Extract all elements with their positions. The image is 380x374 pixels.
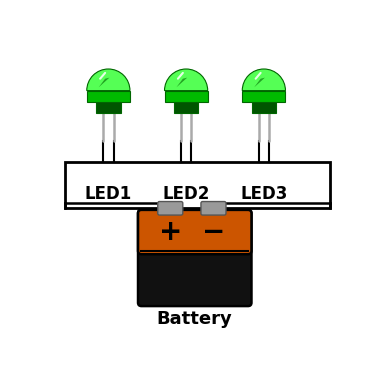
Wedge shape <box>242 69 285 91</box>
Polygon shape <box>99 78 109 88</box>
Text: LED1: LED1 <box>85 185 132 203</box>
Bar <box>65 162 330 208</box>
Text: −: − <box>202 218 225 246</box>
Polygon shape <box>254 78 265 88</box>
Text: LED3: LED3 <box>240 185 288 203</box>
Bar <box>96 102 120 113</box>
FancyBboxPatch shape <box>138 210 252 306</box>
Bar <box>87 91 130 102</box>
Wedge shape <box>87 69 130 91</box>
FancyBboxPatch shape <box>158 202 183 215</box>
Polygon shape <box>176 78 187 88</box>
Bar <box>174 102 198 113</box>
Wedge shape <box>165 69 208 91</box>
Bar <box>165 91 208 102</box>
Text: Battery: Battery <box>157 310 233 328</box>
Text: +: + <box>158 218 182 246</box>
FancyBboxPatch shape <box>201 202 226 215</box>
Bar <box>252 102 276 113</box>
Text: LED2: LED2 <box>162 185 210 203</box>
FancyBboxPatch shape <box>138 210 252 254</box>
Bar <box>242 91 285 102</box>
